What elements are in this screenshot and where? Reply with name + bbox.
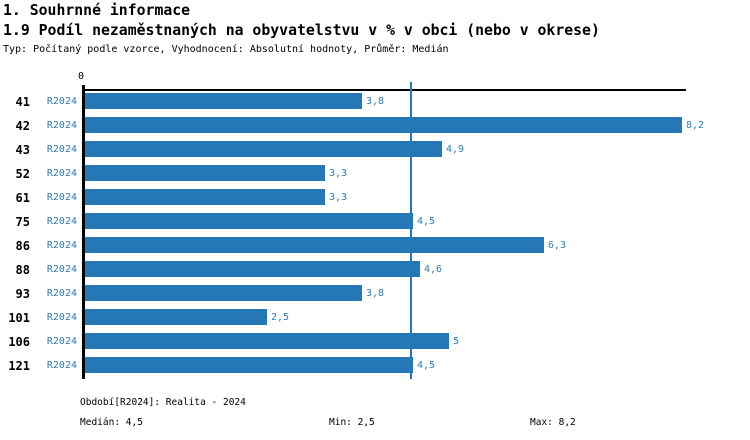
- bar: [85, 141, 442, 157]
- bar: [85, 93, 362, 109]
- bar: [85, 309, 267, 325]
- bar-value-label: 3,8: [366, 288, 385, 299]
- bar: [85, 357, 413, 373]
- footer-median-stat: Medián: 4,5: [80, 417, 143, 428]
- bar-value-label: 4,9: [446, 144, 465, 155]
- row-category-label: 93: [15, 287, 30, 301]
- row-series-label: R2024: [46, 192, 77, 203]
- bar-value-label: 4,5: [417, 360, 436, 371]
- chart-subtitle: Typ: Počítaný podle vzorce, Vyhodnocení:…: [3, 44, 449, 55]
- row-series-label: R2024: [46, 240, 77, 251]
- row-series-label: R2024: [46, 312, 77, 323]
- row-series-label: R2024: [46, 360, 77, 371]
- bar: [85, 237, 544, 253]
- row-category-label: 42: [15, 119, 30, 133]
- bar: [85, 261, 420, 277]
- row-category-label: 43: [15, 143, 30, 157]
- row-series-label: R2024: [46, 288, 77, 299]
- y-axis-line: [82, 85, 85, 379]
- bar-value-label: 4,6: [424, 264, 443, 275]
- bar-value-label: 3,3: [329, 192, 348, 203]
- bar: [85, 213, 413, 229]
- bar-value-label: 6,3: [548, 240, 567, 251]
- bar: [85, 285, 362, 301]
- row-series-label: R2024: [46, 168, 77, 179]
- row-category-label: 52: [15, 167, 30, 181]
- bar-value-label: 2,5: [271, 312, 290, 323]
- row-category-label: 75: [15, 215, 30, 229]
- row-series-label: R2024: [46, 144, 77, 155]
- row-category-label: 61: [15, 191, 30, 205]
- row-category-label: 121: [8, 359, 30, 373]
- bar-value-label: 8,2: [686, 120, 705, 131]
- bar-value-label: 5: [453, 336, 460, 347]
- row-category-label: 106: [8, 335, 30, 349]
- bar: [85, 333, 449, 349]
- row-category-label: 86: [15, 239, 30, 253]
- row-series-label: R2024: [46, 120, 77, 131]
- section-title: 1. Souhrnné informace: [3, 2, 191, 19]
- bar-value-label: 3,8: [366, 96, 385, 107]
- row-series-label: R2024: [46, 96, 77, 107]
- bar-value-label: 3,3: [329, 168, 348, 179]
- row-series-label: R2024: [46, 264, 77, 275]
- row-category-label: 101: [8, 311, 30, 325]
- row-category-label: 88: [15, 263, 30, 277]
- row-series-label: R2024: [46, 336, 77, 347]
- bar-value-label: 4,5: [417, 216, 436, 227]
- footer-min-stat: Min: 2,5: [329, 417, 375, 428]
- x-axis-zero-tick-label: 0: [78, 71, 85, 82]
- x-axis-line: [82, 89, 686, 91]
- bar: [85, 117, 682, 133]
- chart-title: 1.9 Podíl nezaměstnaných na obyvatelstvu…: [3, 22, 600, 39]
- bar: [85, 165, 325, 181]
- row-category-label: 41: [15, 95, 30, 109]
- footer-max-stat: Max: 8,2: [530, 417, 576, 428]
- footer-period: Období[R2024]: Realita - 2024: [80, 397, 246, 408]
- bar: [85, 189, 325, 205]
- row-series-label: R2024: [46, 216, 77, 227]
- median-reference-line: [410, 82, 412, 379]
